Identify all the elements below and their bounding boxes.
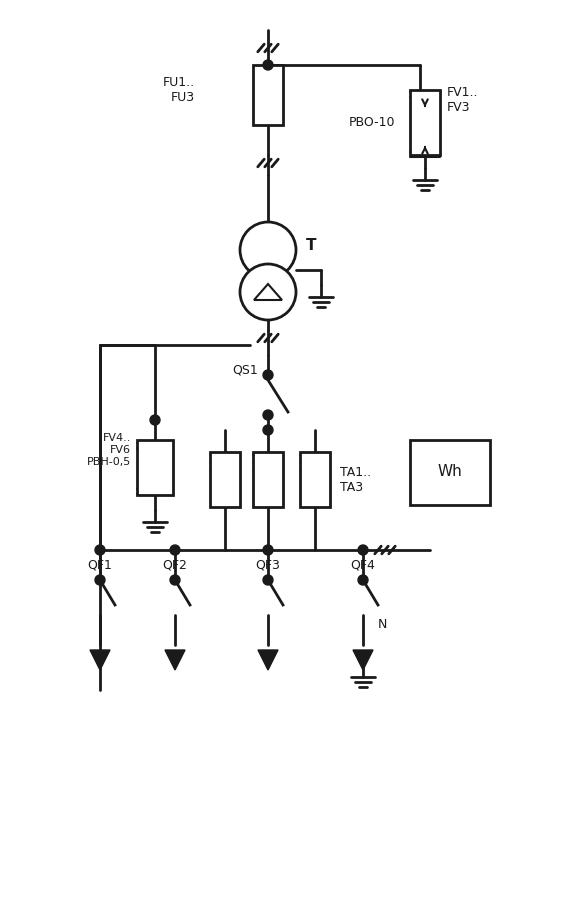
Circle shape xyxy=(240,264,296,320)
Polygon shape xyxy=(258,650,278,670)
Text: N: N xyxy=(378,618,387,631)
Text: QS1: QS1 xyxy=(232,364,258,376)
Circle shape xyxy=(240,222,296,278)
Bar xyxy=(300,452,330,507)
Text: Wh: Wh xyxy=(438,464,463,479)
Circle shape xyxy=(263,410,273,420)
Circle shape xyxy=(263,370,273,380)
Text: TA1..
TA3: TA1.. TA3 xyxy=(340,466,371,494)
Text: FU1..
FU3: FU1.. FU3 xyxy=(163,76,195,104)
Circle shape xyxy=(95,575,105,585)
Circle shape xyxy=(263,60,273,70)
Text: FV4..
FV6
PBH-0,5: FV4.. FV6 PBH-0,5 xyxy=(87,433,131,466)
Text: FV1..
FV3: FV1.. FV3 xyxy=(447,86,478,114)
Text: QF2: QF2 xyxy=(162,558,188,571)
Text: QF3: QF3 xyxy=(256,558,280,571)
Bar xyxy=(137,440,173,495)
Polygon shape xyxy=(254,284,282,300)
Circle shape xyxy=(95,545,105,555)
Circle shape xyxy=(170,575,180,585)
Circle shape xyxy=(263,545,273,555)
Bar xyxy=(210,452,240,507)
Text: QF4: QF4 xyxy=(351,558,375,571)
Circle shape xyxy=(358,575,368,585)
Circle shape xyxy=(170,545,180,555)
Text: PBO-10: PBO-10 xyxy=(348,116,395,129)
Bar xyxy=(410,440,490,505)
Circle shape xyxy=(263,425,273,435)
Bar xyxy=(410,90,440,155)
Polygon shape xyxy=(165,650,185,670)
Circle shape xyxy=(150,415,160,425)
Polygon shape xyxy=(90,650,110,670)
Circle shape xyxy=(358,545,368,555)
Bar xyxy=(253,452,283,507)
Circle shape xyxy=(263,575,273,585)
Text: QF1: QF1 xyxy=(88,558,112,571)
Text: T: T xyxy=(306,237,316,253)
Polygon shape xyxy=(353,650,373,670)
Bar xyxy=(253,65,283,125)
